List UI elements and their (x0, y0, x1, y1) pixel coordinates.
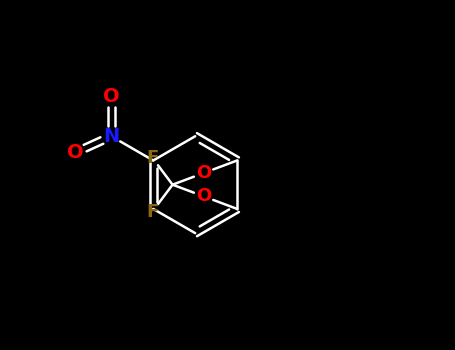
Text: F: F (146, 149, 158, 167)
Text: N: N (103, 127, 119, 146)
Text: O: O (196, 187, 211, 205)
Text: O: O (103, 87, 120, 106)
Text: O: O (196, 164, 211, 182)
Text: F: F (146, 203, 158, 220)
Text: O: O (67, 143, 84, 162)
